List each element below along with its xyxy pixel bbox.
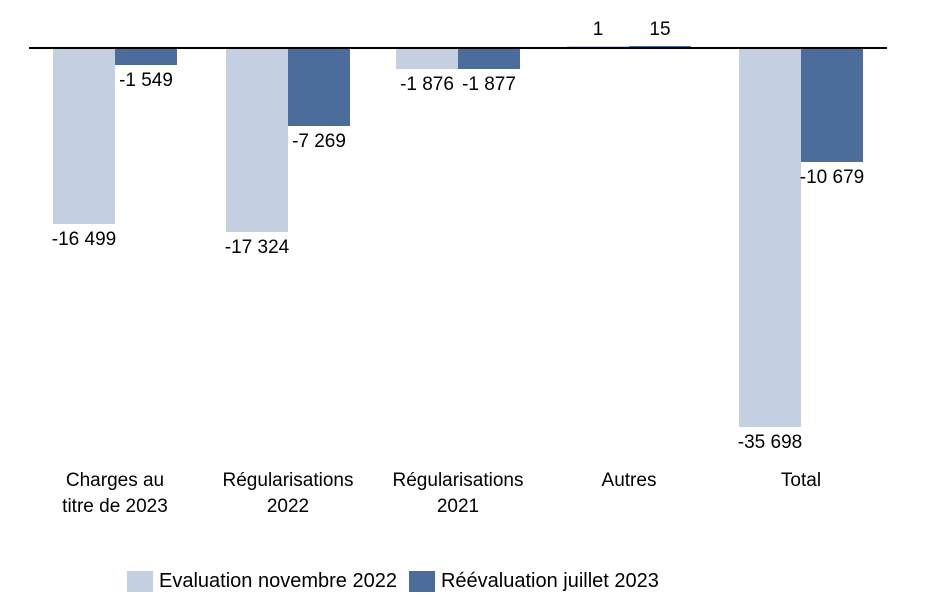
- value-label-reeval-1: -7 269: [292, 131, 346, 152]
- value-label-eval-0: -16 499: [51, 229, 117, 250]
- bar-reeval-1: [288, 49, 350, 126]
- value-label-eval-3: 1: [592, 19, 604, 40]
- bar-eval-0: [53, 49, 115, 224]
- value-label-reeval-3: 15: [649, 19, 671, 40]
- x-axis-zero-line: [29, 47, 887, 49]
- bar-reeval-4: [801, 49, 863, 162]
- value-label-reeval-2: -1 877: [462, 74, 516, 95]
- bar-eval-1: [226, 49, 288, 232]
- bar-reeval-2: [458, 49, 520, 69]
- legend-swatch-reevaluation: [408, 570, 435, 592]
- legend-item-reevaluation: Réévaluation juillet 2023: [408, 570, 659, 592]
- value-label-eval-1: -17 324: [224, 237, 290, 258]
- category-label-0: Charges au titre de 2023: [62, 470, 168, 517]
- bar-eval-3: [567, 46, 629, 47]
- category-label-4: Total: [780, 470, 822, 491]
- legend: Evaluation novembre 2022 Réévaluation ju…: [127, 570, 659, 592]
- legend-label-evaluation: Evaluation novembre 2022: [159, 570, 397, 592]
- value-label-reeval-4: -10 679: [799, 167, 865, 188]
- bar-eval-2: [396, 49, 458, 69]
- value-label-eval-2: -1 876: [400, 74, 454, 95]
- bar-reeval-0: [115, 49, 177, 65]
- value-label-eval-4: -35 698: [737, 432, 803, 453]
- value-label-reeval-0: -1 549: [119, 70, 173, 91]
- category-label-3: Autres: [601, 470, 657, 491]
- bar-reeval-3: [629, 46, 691, 47]
- legend-item-evaluation: Evaluation novembre 2022: [127, 570, 397, 592]
- legend-label-reevaluation: Réévaluation juillet 2023: [440, 570, 659, 592]
- legend-swatch-evaluation: [127, 570, 153, 592]
- category-label-2: Régularisations 2021: [392, 470, 524, 517]
- category-label-1: Régularisations 2022: [222, 470, 354, 517]
- bar-eval-4: [739, 49, 801, 427]
